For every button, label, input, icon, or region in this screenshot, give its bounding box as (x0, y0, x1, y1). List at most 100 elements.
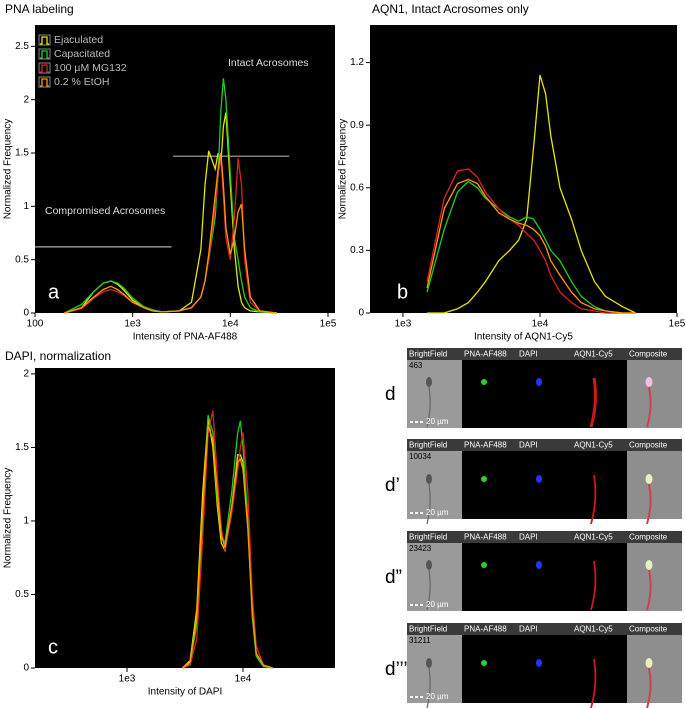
y-tick-label: 0.6 (350, 182, 364, 193)
column-header-label: AQN1-Cy5 (574, 441, 613, 450)
cell-id: 23423 (409, 544, 432, 553)
column-header (572, 439, 627, 451)
legend-swatch (38, 62, 51, 74)
column-header (407, 348, 462, 360)
column-header-label: PNA-AF488 (464, 533, 507, 542)
y-tick-label: 0 (23, 663, 29, 674)
row-label: d’ (385, 475, 400, 496)
column-header (517, 531, 572, 543)
row-label: d” (385, 567, 402, 588)
legend-icon (40, 50, 49, 59)
composite-tail (646, 483, 652, 525)
column-header-label: AQN1-Cy5 (574, 350, 613, 359)
cell-id: 463 (409, 361, 423, 370)
column-header-label: PNA-AF488 (464, 625, 507, 634)
legend-swatch (38, 76, 51, 88)
column-header (572, 623, 627, 635)
composite-tail (646, 386, 652, 428)
composite-head (645, 560, 653, 570)
y-axis-label: Normalized Frequency (338, 119, 349, 220)
legend-label: 0.2 % EtOH (54, 76, 109, 88)
legend-label: Ejaculated (54, 34, 103, 46)
x-axis-label: Intensity of DAPI (148, 687, 222, 698)
panel-letter: c (48, 636, 58, 658)
chart-title: DAPI, normalization (5, 349, 111, 363)
x-tick-label: 1e3 (395, 319, 412, 330)
scale-label: 20 µm (426, 417, 449, 426)
y-axis-label: Normalized Frequency (3, 468, 14, 569)
plot-area (35, 25, 335, 313)
y-tick-label: 1.2 (350, 57, 364, 68)
image-cell (517, 360, 572, 428)
image-cell (572, 543, 627, 611)
pna-signal (481, 562, 487, 568)
chart-title: PNA labeling (5, 2, 74, 16)
x-tick-label: 1e5 (669, 319, 685, 330)
cell-tail (426, 483, 431, 525)
legend-swatch (38, 48, 51, 60)
dapi-signal (536, 561, 542, 569)
series-line (64, 152, 277, 314)
column-header (627, 439, 682, 451)
aqn1-signal (590, 474, 597, 525)
legend-label: 100 µM MG132 (54, 62, 127, 74)
cell-id: 31211 (409, 636, 431, 645)
column-header-label: BrightField (409, 441, 447, 450)
series-line (182, 410, 273, 669)
cell-head (426, 658, 432, 668)
composite-head (645, 377, 653, 387)
x-axis-label: Intensity of AQN1-Cy5 (474, 332, 573, 343)
image-cell (407, 635, 462, 703)
pna-signal (481, 379, 487, 385)
column-header (407, 623, 462, 635)
column-header-label: Composite (629, 441, 668, 450)
cell-id: 10034 (409, 452, 432, 461)
plot-area (370, 25, 677, 313)
column-header-label: AQN1-Cy5 (574, 533, 613, 542)
image-cell (462, 360, 517, 428)
column-header-label: BrightField (409, 533, 447, 542)
image-cell (462, 635, 517, 703)
column-header-label: DAPI (519, 350, 538, 359)
column-header (572, 348, 627, 360)
y-tick-label: 1 (23, 516, 29, 527)
composite-head (645, 474, 653, 484)
composite-tail (646, 667, 652, 708)
y-tick-label: 0 (23, 308, 29, 319)
y-tick-label: 0.5 (15, 589, 29, 600)
scale-label: 20 µm (426, 600, 449, 609)
composite-tail (646, 569, 652, 611)
y-tick-label: 2 (23, 94, 29, 105)
column-header (627, 623, 682, 635)
image-cell (407, 543, 462, 611)
x-tick-label: 1e4 (532, 319, 549, 330)
legend-icon (40, 36, 49, 45)
image-cell (517, 451, 572, 519)
column-header-label: DAPI (519, 625, 538, 634)
aqn1-signal (589, 377, 597, 428)
panel-letter: a (48, 281, 60, 303)
column-header (517, 348, 572, 360)
column-header (407, 439, 462, 451)
legend-icon (40, 64, 49, 73)
cell-head (426, 560, 432, 570)
cell-tail (426, 667, 431, 708)
image-cell (627, 635, 682, 703)
x-tick-label: 1e4 (222, 319, 239, 330)
y-tick-label: 0.3 (350, 245, 364, 256)
image-cell (517, 543, 572, 611)
panel-letter: b (397, 281, 408, 303)
y-tick-label: 2.5 (15, 41, 29, 52)
annotation: Compromised Acrosomes (45, 205, 165, 217)
y-tick-label: 1.5 (15, 148, 29, 159)
x-tick-label: 1e3 (119, 674, 136, 685)
column-header-label: Composite (629, 350, 668, 359)
series-line (426, 168, 636, 314)
column-header-label: Composite (629, 533, 668, 542)
image-cell (517, 635, 572, 703)
column-header-label: BrightField (409, 350, 447, 359)
column-header-label: DAPI (519, 533, 538, 542)
dapi-signal (536, 659, 542, 667)
column-header (627, 348, 682, 360)
column-header (462, 623, 517, 635)
